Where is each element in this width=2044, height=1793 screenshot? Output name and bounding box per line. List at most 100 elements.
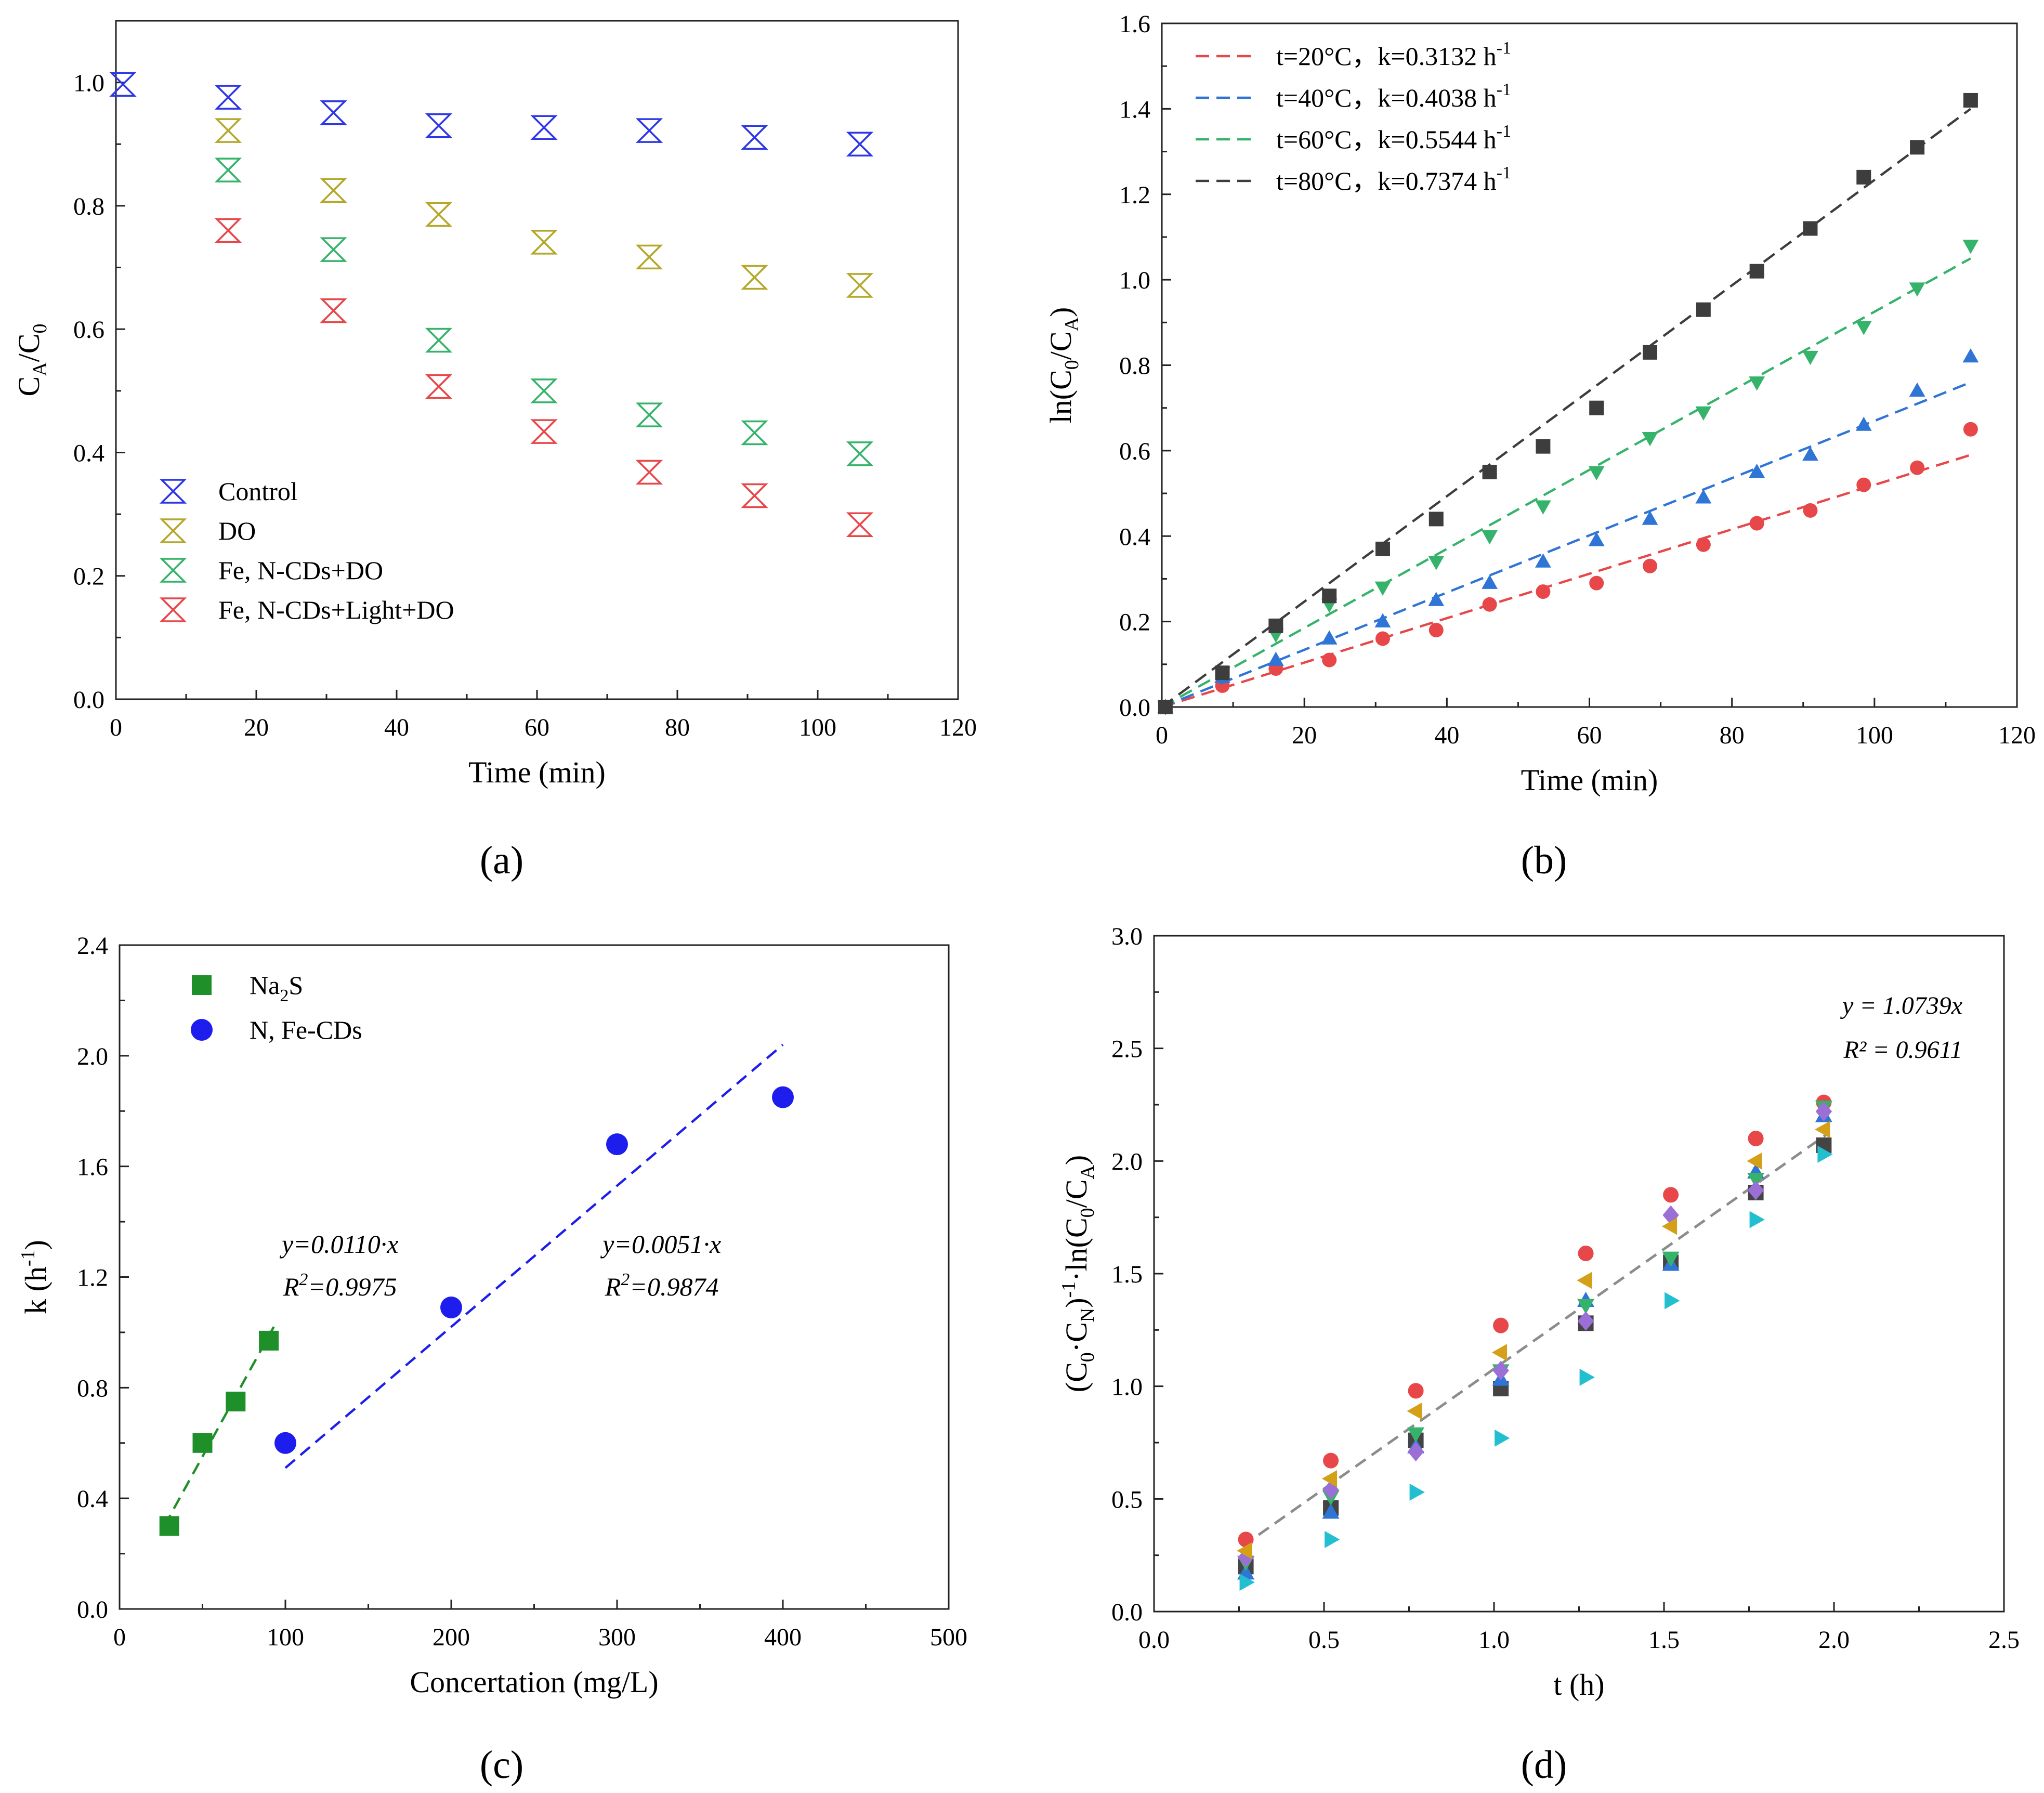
- c-fit-equation: y=0.0110·x: [279, 1229, 398, 1259]
- c-ytick-label: 0.0: [77, 1596, 108, 1624]
- a-legend-marker: [159, 558, 187, 583]
- b-point-2: [1695, 406, 1712, 421]
- c-point-1: [606, 1133, 628, 1156]
- a-point-3: [425, 374, 453, 399]
- d-xtick-label: 0.5: [1308, 1626, 1340, 1654]
- b-ytick-label: 0.2: [1119, 609, 1150, 636]
- b-ytick-label: 1.0: [1119, 267, 1150, 294]
- a-point-1: [530, 230, 558, 255]
- b-point-3: [1589, 400, 1604, 415]
- c-legend-label: Na2S: [250, 971, 303, 1005]
- d-point-s6: [1321, 1470, 1338, 1487]
- b-point-0: [1589, 575, 1604, 591]
- a-legend-label: DO: [218, 516, 256, 545]
- d-point-s4: [1747, 1173, 1765, 1188]
- b-xtick-label: 60: [1577, 722, 1602, 749]
- d-point-s6: [1815, 1121, 1830, 1138]
- b-point-1: [1855, 416, 1872, 431]
- d-fit-r2: R² = 0.9611: [1843, 1036, 1962, 1064]
- b-point-3: [1803, 221, 1818, 236]
- b-point-2: [1642, 432, 1658, 447]
- d-point-s2: [1578, 1246, 1594, 1261]
- b-ytick-label: 1.4: [1119, 96, 1150, 123]
- d-xtick-label: 0.0: [1138, 1626, 1170, 1654]
- a-ytick-label: 0.8: [73, 193, 104, 220]
- c-fit-line-0: [163, 1326, 275, 1527]
- d-point-s7: [1409, 1483, 1425, 1501]
- d-point-s6: [1407, 1402, 1422, 1420]
- a-point-1: [741, 265, 768, 290]
- a-point-0: [846, 132, 874, 157]
- d-ytick-label: 2.5: [1111, 1036, 1143, 1063]
- b-point-3: [1322, 588, 1337, 604]
- a-xtick-label: 100: [799, 714, 836, 741]
- c-point-1: [274, 1432, 296, 1454]
- d-point-s3: [1322, 1503, 1340, 1519]
- a-point-0: [635, 118, 663, 143]
- c-xtick-label: 300: [598, 1624, 636, 1651]
- d-point-s5: [1747, 1180, 1764, 1200]
- b-point-0: [1322, 652, 1337, 668]
- d-xtick-label: 2.0: [1818, 1626, 1850, 1654]
- b-point-3: [1910, 140, 1925, 155]
- d-ytick-label: 0.0: [1111, 1599, 1143, 1626]
- a-point-2: [425, 328, 453, 353]
- a-xtick-label: 0: [110, 714, 122, 741]
- b-point-2: [1535, 500, 1551, 515]
- a-ytick-label: 0.0: [73, 686, 104, 714]
- c-xtick-label: 200: [433, 1624, 470, 1651]
- b-xtick-label: 80: [1720, 722, 1745, 749]
- c-ytick-label: 1.2: [77, 1264, 108, 1292]
- b-point-2: [1802, 350, 1818, 365]
- b-legend-label: t=60°C，k=0.5544 h-1: [1276, 122, 1511, 154]
- d-point-s7: [1749, 1211, 1765, 1228]
- panel-a-chart: 0 20 40 60 80 100 120 0.0 0.2 0.4 0.6 0.8 1.0 Time (m…: [12, 20, 977, 789]
- c-ytick-label: 2.0: [77, 1043, 108, 1070]
- b-x-axis-label: Time (min): [1521, 763, 1658, 797]
- c-ytick-label: 2.4: [77, 932, 108, 960]
- b-point-3: [1749, 264, 1764, 279]
- b-point-0: [1803, 503, 1818, 518]
- a-point-2: [635, 402, 663, 427]
- b-point-3: [1643, 345, 1658, 360]
- b-point-2: [1588, 466, 1605, 481]
- a-xtick-label: 40: [384, 714, 409, 741]
- d-point-s5: [1407, 1442, 1424, 1462]
- d-point-s4: [1577, 1299, 1595, 1314]
- a-point-3: [635, 460, 663, 485]
- c-legend-label: N, Fe-CDs: [250, 1015, 362, 1044]
- a-ytick-label: 1.0: [73, 70, 104, 97]
- d-xtick-label: 2.5: [1988, 1626, 2020, 1654]
- d-point-s7: [1817, 1145, 1833, 1163]
- b-point-1: [1962, 348, 1979, 363]
- d-point-s7: [1665, 1292, 1680, 1310]
- b-ytick-label: 0.4: [1119, 523, 1150, 551]
- a-point-1: [846, 273, 874, 298]
- a-point-2: [214, 158, 242, 182]
- c-xtick-label: 0: [113, 1624, 126, 1651]
- d-point-s2: [1323, 1452, 1339, 1469]
- b-point-0: [1856, 477, 1871, 492]
- a-ytick-label: 0.4: [73, 439, 104, 467]
- d-point-s2: [1408, 1383, 1424, 1399]
- b-fit-line-2: [1161, 257, 1971, 708]
- c-fit-equation: y=0.0051·x: [600, 1229, 721, 1259]
- c-xtick-label: 100: [267, 1624, 304, 1651]
- d-point-s4: [1662, 1251, 1680, 1267]
- d-ytick-label: 0.5: [1111, 1486, 1143, 1513]
- d-x-axis-label: t (h): [1553, 1668, 1604, 1702]
- a-xtick-label: 20: [244, 714, 269, 741]
- d-point-s2: [1238, 1532, 1254, 1548]
- c-x-axis-label: Concertation (mg/L): [410, 1665, 658, 1699]
- b-point-2: [1749, 376, 1765, 391]
- a-point-3: [530, 419, 558, 444]
- b-fit-line-3: [1161, 108, 1972, 708]
- c-xtick-label: 500: [930, 1624, 967, 1651]
- a-point-3: [741, 483, 768, 508]
- b-point-1: [1909, 382, 1925, 397]
- b-point-2: [1962, 240, 1979, 254]
- b-point-3: [1482, 464, 1497, 479]
- a-legend-marker: [159, 518, 187, 543]
- a-point-0: [109, 72, 137, 97]
- b-point-1: [1482, 574, 1498, 589]
